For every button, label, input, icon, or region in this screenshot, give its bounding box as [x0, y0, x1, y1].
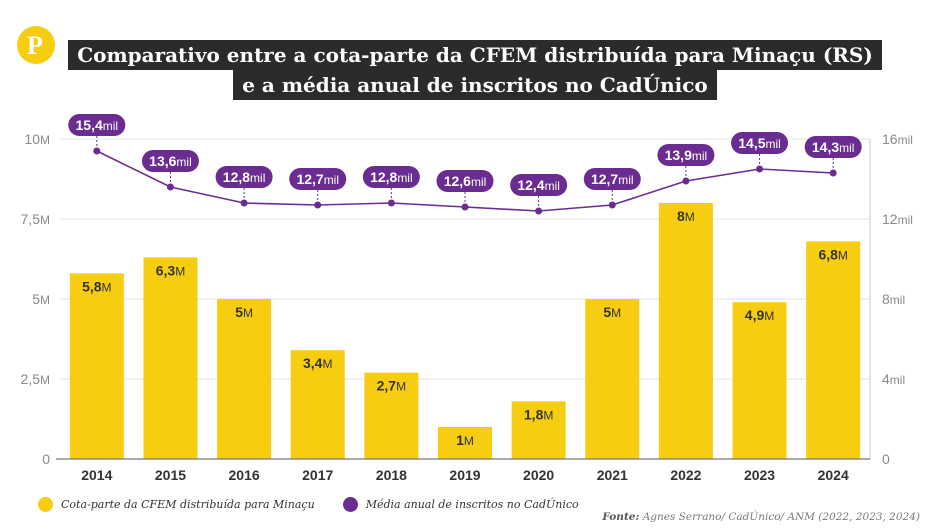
bar-2014 — [69, 273, 124, 459]
cadunico-label-2024: 14,3mil — [812, 139, 855, 155]
bar-label-2021: 5M — [603, 304, 621, 320]
cadunico-label-2019: 12,6mil — [444, 173, 487, 189]
right-axis-tick-label: 4mil — [882, 371, 905, 387]
bar-label-2015: 6,3M — [156, 262, 185, 278]
x-tick-label-2014: 2014 — [81, 467, 112, 483]
cadunico-label-2022: 13,9mil — [665, 147, 708, 163]
cadunico-label-bg-2024 — [804, 136, 862, 158]
cadunico-label-2020: 12,4mil — [517, 177, 560, 193]
source-note: Fonte: Agnes Serrano/ CadÚnico/ ANM (202… — [602, 511, 920, 523]
legend-label-cadunico: Média anual de inscritos no CadÚnico — [365, 498, 579, 511]
cadunico-label-bg-2018 — [362, 166, 420, 188]
x-tick-label-2019: 2019 — [449, 467, 480, 483]
x-tick-label-2021: 2021 — [597, 467, 628, 483]
chart-title-line-1: Comparativo entre a cota-parte da CFEM d… — [68, 40, 882, 70]
bar-2024 — [806, 241, 861, 459]
cadunico-point-2020 — [535, 207, 543, 215]
cadunico-label-2021: 12,7mil — [591, 171, 634, 187]
x-tick-label-2016: 2016 — [229, 467, 260, 483]
cadunico-point-2021 — [608, 201, 616, 209]
cadunico-label-bg-2019 — [436, 170, 494, 192]
bar-label-2019: 1M — [456, 432, 474, 448]
cadunico-label-bg-2022 — [657, 144, 715, 166]
brand-logo-letter: P — [27, 31, 43, 60]
legend-swatch-cfem — [38, 497, 53, 512]
legend-item-cadunico: Média anual de inscritos no CadÚnico — [342, 497, 579, 512]
x-tick-label-2020: 2020 — [523, 467, 554, 483]
bar-2022 — [658, 203, 713, 459]
bar-2020 — [511, 401, 566, 459]
cadunico-point-2014 — [93, 147, 101, 155]
cadunico-point-2017 — [314, 201, 322, 209]
left-axis-tick-label: 10M — [24, 131, 50, 147]
x-tick-label-2018: 2018 — [376, 467, 407, 483]
x-tick-label-2024: 2024 — [818, 467, 849, 483]
left-axis-tick-label: 2,5M — [21, 371, 50, 387]
source-key: Fonte: — [602, 511, 640, 523]
x-tick-label-2023: 2023 — [744, 467, 775, 483]
cadunico-point-2018 — [387, 199, 395, 207]
chart-legend: Cota-parte da CFEM distribuída para Mina… — [38, 497, 607, 512]
bar-2018 — [364, 372, 419, 459]
source-text: Agnes Serrano/ CadÚnico/ ANM (2022, 2023… — [639, 511, 920, 523]
legend-item-cfem: Cota-parte da CFEM distribuída para Mina… — [38, 497, 315, 512]
cadunico-label-2014: 15,4mil — [76, 117, 119, 133]
cadunico-label-bg-2014 — [68, 114, 126, 136]
chart-title-line-2: e a média anual de inscritos no CadÚnico — [233, 70, 717, 100]
cadunico-point-2022 — [682, 177, 690, 185]
cadunico-label-bg-2023 — [731, 132, 789, 154]
bar-label-2023: 4,9M — [745, 307, 774, 323]
cadunico-point-2024 — [829, 169, 837, 177]
brand-logo: P — [17, 26, 55, 64]
legend-label-cfem: Cota-parte da CFEM distribuída para Mina… — [61, 498, 315, 511]
right-axis-tick-label: 12mil — [882, 211, 913, 227]
cadunico-label-bg-2021 — [583, 168, 641, 190]
left-axis-tick-label: 7,5M — [21, 211, 50, 227]
cadunico-point-2016 — [240, 199, 248, 207]
bar-label-2024: 6,8M — [818, 246, 847, 262]
cadunico-point-2023 — [756, 165, 764, 173]
cadunico-label-2015: 13,6mil — [149, 153, 192, 169]
chart-title: Comparativo entre a cota-parte da CFEM d… — [0, 40, 950, 100]
cadunico-point-2015 — [166, 183, 174, 191]
cadunico-label-2016: 12,8mil — [223, 169, 266, 185]
cadunico-label-2023: 14,5mil — [738, 135, 781, 151]
bar-2019 — [438, 427, 492, 459]
bar-2016 — [217, 299, 272, 459]
cadunico-label-bg-2017 — [289, 168, 347, 190]
cadunico-label-bg-2016 — [215, 166, 273, 188]
right-axis-tick-label: 8mil — [882, 291, 905, 307]
bar-label-2014: 5,8M — [82, 278, 111, 294]
x-tick-label-2022: 2022 — [670, 467, 701, 483]
cadunico-point-2019 — [461, 203, 469, 211]
cadunico-label-bg-2015 — [141, 150, 199, 172]
cadunico-label-2017: 12,7mil — [296, 171, 339, 187]
bar-label-2016: 5M — [235, 304, 253, 320]
bar-label-2017: 3,4M — [303, 355, 332, 371]
x-tick-label-2015: 2015 — [155, 467, 186, 483]
right-axis-tick-label: 0 — [882, 451, 890, 467]
bar-2017 — [290, 350, 345, 459]
cadunico-label-bg-2020 — [510, 174, 568, 196]
legend-swatch-cadunico — [342, 497, 358, 512]
bar-label-2018: 2,7M — [377, 378, 406, 394]
bar-label-2020: 1,8M — [524, 406, 553, 422]
right-axis-tick-label: 16mil — [882, 131, 913, 147]
bar-2023 — [732, 302, 787, 459]
bar-2015 — [143, 257, 198, 459]
left-axis-tick-label: 0 — [42, 451, 50, 467]
bar-label-2022: 8M — [677, 208, 695, 224]
left-axis-tick-label: 5M — [32, 291, 50, 307]
x-tick-label-2017: 2017 — [302, 467, 333, 483]
cadunico-label-2018: 12,8mil — [370, 169, 413, 185]
bar-2021 — [585, 299, 640, 459]
